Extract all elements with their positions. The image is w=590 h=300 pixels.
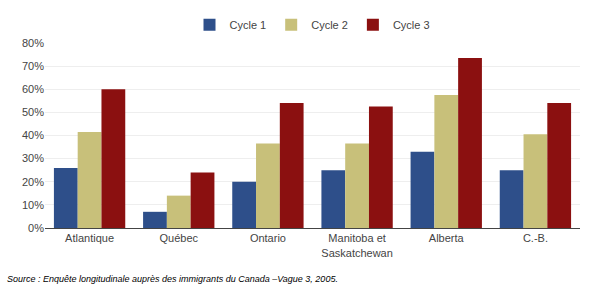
svg-text:Source : Enquête longitudinale: Source : Enquête longitudinale auprès de… [7, 274, 338, 284]
svg-text:Cycle 3: Cycle 3 [393, 19, 430, 31]
svg-text:30%: 30% [22, 152, 44, 164]
svg-text:Québec: Québec [159, 232, 198, 244]
svg-text:40%: 40% [22, 129, 44, 141]
svg-text:10%: 10% [22, 199, 44, 211]
svg-text:Alberta: Alberta [429, 232, 465, 244]
svg-text:Cycle 1: Cycle 1 [230, 19, 267, 31]
svg-text:0%: 0% [28, 222, 44, 234]
svg-text:Cycle 2: Cycle 2 [311, 19, 348, 31]
svg-text:70%: 70% [22, 60, 44, 72]
svg-text:Atlantique: Atlantique [65, 232, 114, 244]
svg-text:50%: 50% [22, 106, 44, 118]
svg-text:Ontario: Ontario [250, 232, 286, 244]
svg-text:80%: 80% [22, 37, 44, 49]
svg-text:20%: 20% [22, 176, 44, 188]
svg-text:60%: 60% [22, 83, 44, 95]
svg-text:Manitoba etSaskatchewan: Manitoba etSaskatchewan [321, 232, 393, 258]
svg-text:C.-B.: C.-B. [523, 232, 548, 244]
